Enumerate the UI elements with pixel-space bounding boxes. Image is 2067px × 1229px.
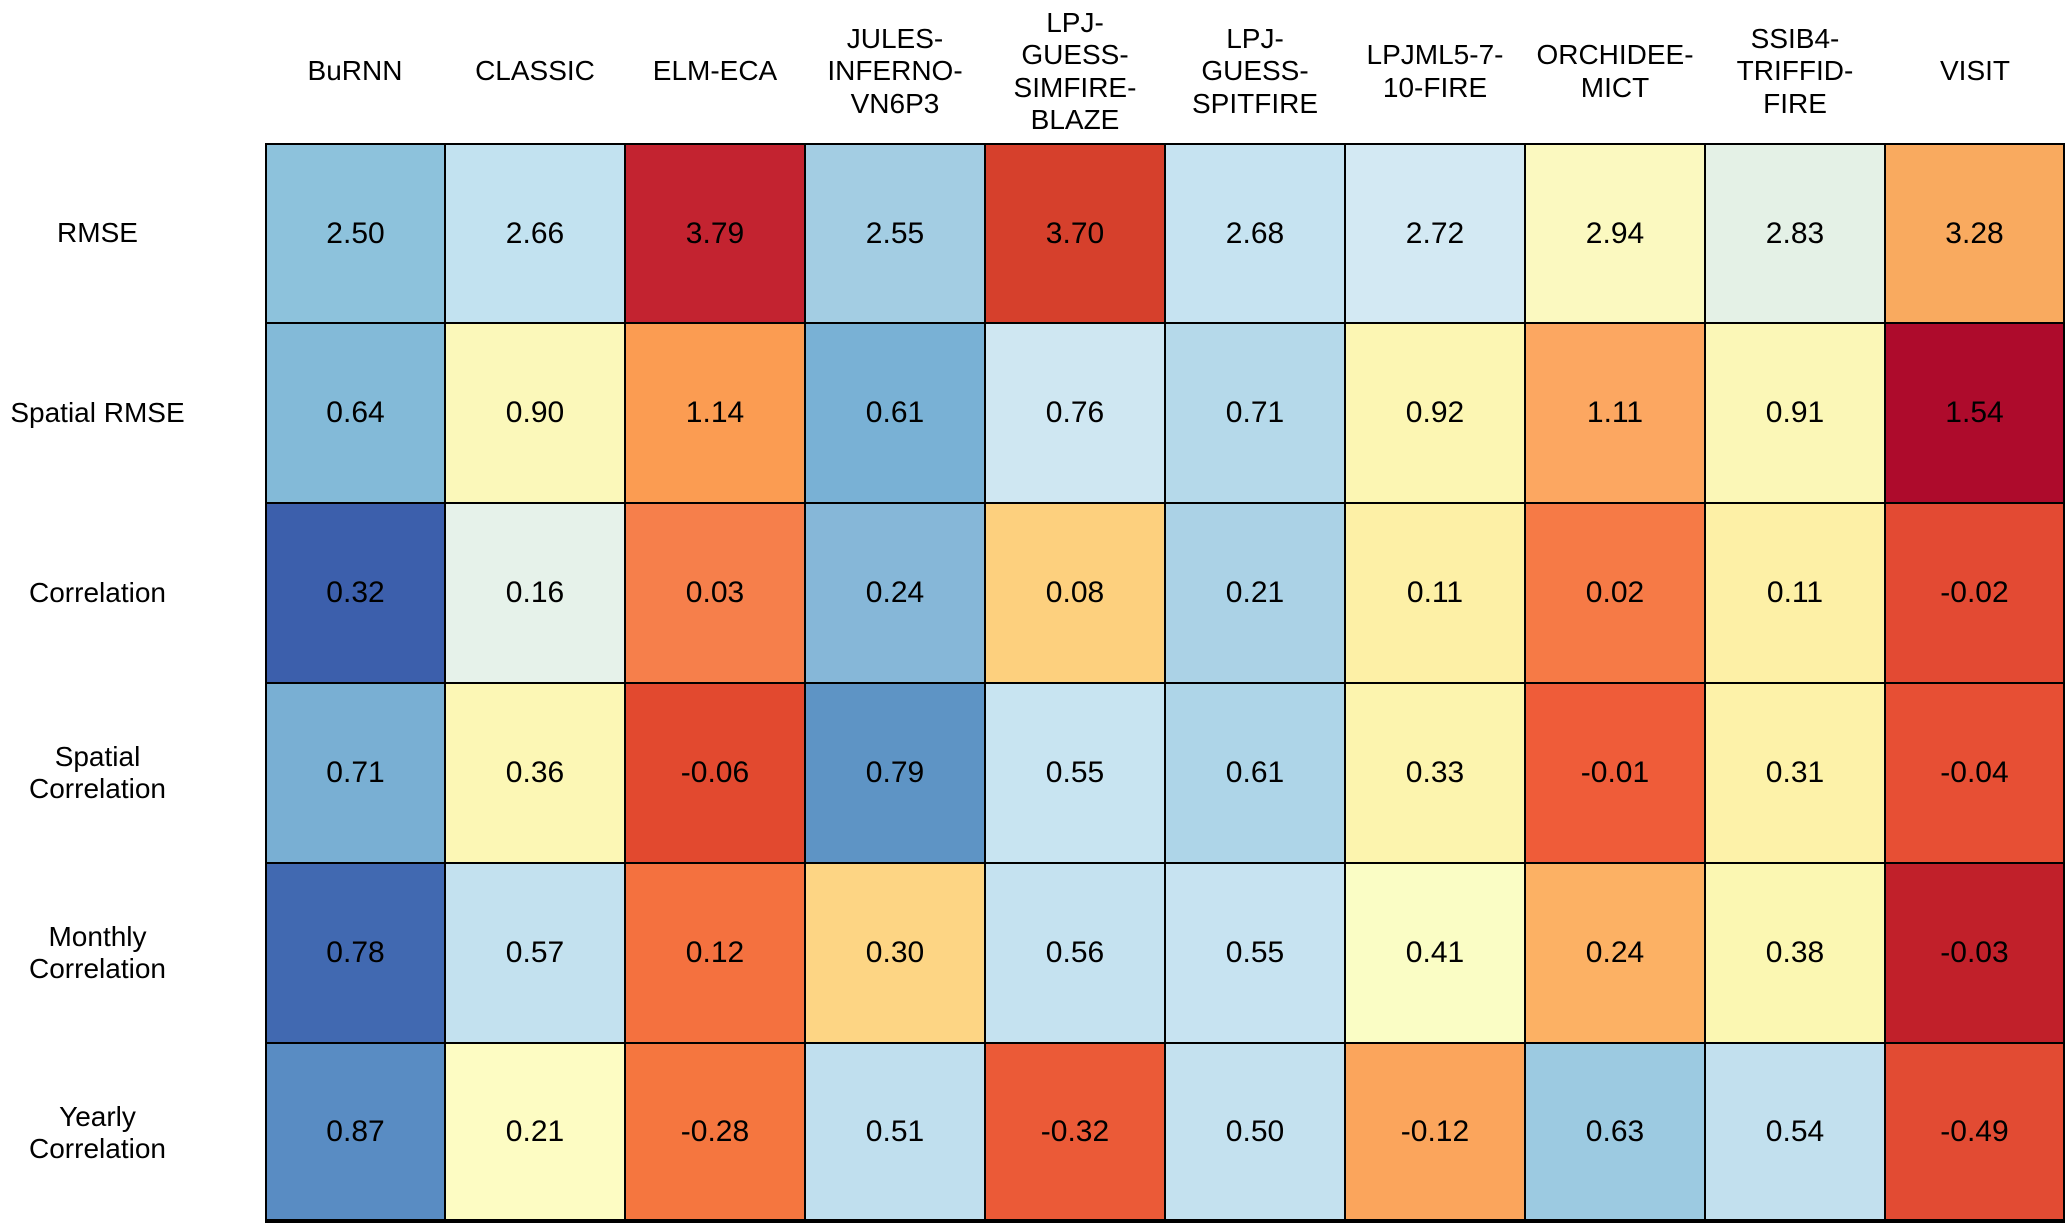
column-header-1: BuRNN [265, 0, 445, 143]
column-header-8: ORCHIDEE- MICT [1525, 0, 1705, 143]
heatmap-cell: -0.28 [625, 1043, 805, 1223]
heatmap-cell: 0.11 [1705, 503, 1885, 683]
heatmap-cell: -0.03 [1885, 863, 2065, 1043]
heatmap-cell: 0.33 [1345, 683, 1525, 863]
heatmap-cell: -0.12 [1345, 1043, 1525, 1223]
heatmap-cell: 0.51 [805, 1043, 985, 1223]
heatmap-cell: 0.38 [1705, 863, 1885, 1043]
column-header-9: SSIB4- TRIFFID- FIRE [1705, 0, 1885, 143]
heatmap-cell: 2.50 [265, 143, 445, 323]
heatmap-cell: 0.03 [625, 503, 805, 683]
heatmap-cell: 3.79 [625, 143, 805, 323]
heatmap-cell: 0.63 [1525, 1043, 1705, 1223]
column-header-5: LPJ- GUESS- SIMFIRE- BLAZE [985, 0, 1165, 143]
heatmap-cell: -0.49 [1885, 1043, 2065, 1223]
column-header-3: ELM-ECA [625, 0, 805, 143]
row-label-3: Correlation [0, 503, 265, 683]
heatmap-cell: 3.28 [1885, 143, 2065, 323]
heatmap-cell: 0.56 [985, 863, 1165, 1043]
heatmap-cell: 0.78 [265, 863, 445, 1043]
heatmap-cell: 0.41 [1345, 863, 1525, 1043]
corner-cell [0, 0, 265, 143]
heatmap-cell: 0.30 [805, 863, 985, 1043]
heatmap-cell: -0.02 [1885, 503, 2065, 683]
heatmap-cell: 1.54 [1885, 323, 2065, 503]
heatmap-cell: 0.91 [1705, 323, 1885, 503]
heatmap-cell: 0.11 [1345, 503, 1525, 683]
heatmap-cell: 0.08 [985, 503, 1165, 683]
row-label-2: Spatial RMSE [0, 323, 265, 503]
heatmap-cell: 0.57 [445, 863, 625, 1043]
heatmap-cell: -0.04 [1885, 683, 2065, 863]
heatmap-cell: 0.36 [445, 683, 625, 863]
heatmap-cell: 0.02 [1525, 503, 1705, 683]
heatmap-cell: 2.72 [1345, 143, 1525, 323]
heatmap-cell: 0.71 [1165, 323, 1345, 503]
column-header-4: JULES- INFERNO- VN6P3 [805, 0, 985, 143]
heatmap-cell: 0.87 [265, 1043, 445, 1223]
heatmap-cell: 0.61 [805, 323, 985, 503]
heatmap-cell: 0.55 [985, 683, 1165, 863]
heatmap-cell: 0.16 [445, 503, 625, 683]
heatmap-cell: 2.83 [1705, 143, 1885, 323]
heatmap-cell: 0.24 [1525, 863, 1705, 1043]
heatmap-cell: 2.66 [445, 143, 625, 323]
heatmap-cell: 0.64 [265, 323, 445, 503]
heatmap-cell: 0.24 [805, 503, 985, 683]
heatmap-cell: 0.90 [445, 323, 625, 503]
heatmap-cell: 0.54 [1705, 1043, 1885, 1223]
column-header-6: LPJ- GUESS- SPITFIRE [1165, 0, 1345, 143]
heatmap-cell: 2.94 [1525, 143, 1705, 323]
heatmap-cell: 0.31 [1705, 683, 1885, 863]
row-label-5: Monthly Correlation [0, 863, 265, 1043]
column-header-2: CLASSIC [445, 0, 625, 143]
heatmap-cell: 1.14 [625, 323, 805, 503]
heatmap-cell: 0.92 [1345, 323, 1525, 503]
heatmap-cell: 0.21 [445, 1043, 625, 1223]
heatmap-cell: 0.12 [625, 863, 805, 1043]
heatmap-cell: -0.06 [625, 683, 805, 863]
heatmap-cell: 0.32 [265, 503, 445, 683]
heatmap-cell: 2.55 [805, 143, 985, 323]
column-header-7: LPJML5-7- 10-FIRE [1345, 0, 1525, 143]
row-label-4: Spatial Correlation [0, 683, 265, 863]
heatmap-cell: 0.71 [265, 683, 445, 863]
heatmap-cell: 3.70 [985, 143, 1165, 323]
row-label-6: Yearly Correlation [0, 1043, 265, 1223]
heatmap-cell: -0.01 [1525, 683, 1705, 863]
heatmap-cell: -0.32 [985, 1043, 1165, 1223]
row-label-1: RMSE [0, 143, 265, 323]
heatmap-cell: 0.21 [1165, 503, 1345, 683]
heatmap-cell: 0.76 [985, 323, 1165, 503]
heatmap-cell: 0.79 [805, 683, 985, 863]
heatmap-cell: 0.55 [1165, 863, 1345, 1043]
heatmap-cell: 0.50 [1165, 1043, 1345, 1223]
heatmap-cell: 0.61 [1165, 683, 1345, 863]
heatmap-cell: 2.68 [1165, 143, 1345, 323]
column-header-10: VISIT [1885, 0, 2065, 143]
heatmap-cell: 1.11 [1525, 323, 1705, 503]
